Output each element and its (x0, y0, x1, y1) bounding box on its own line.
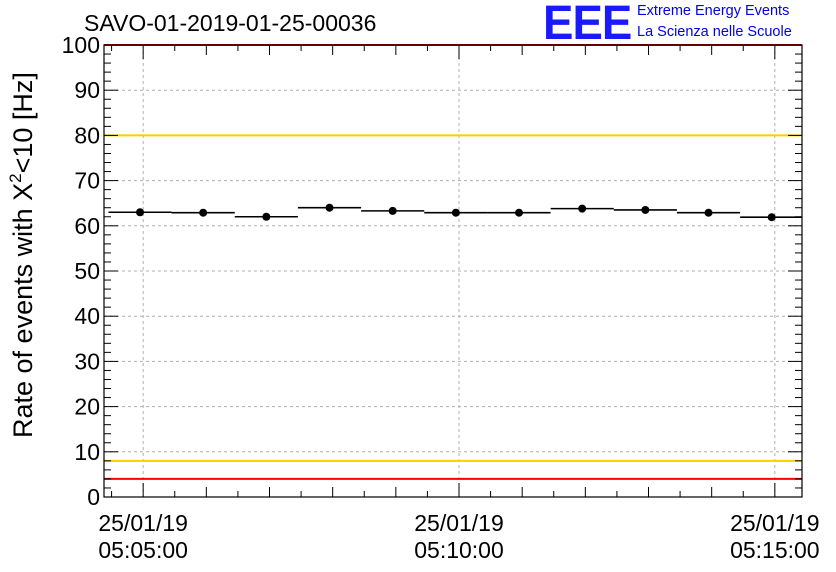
y-tick-label: 30 (74, 348, 100, 374)
y-tick-label: 10 (74, 439, 100, 465)
y-tick-label: 80 (74, 122, 100, 148)
x-tick-label-date: 25/01/19 (98, 510, 188, 536)
y-tick-label: 100 (62, 32, 100, 58)
grid-layer (104, 45, 802, 497)
data-point (515, 208, 524, 217)
data-point (767, 213, 776, 222)
run-title: SAVO-01-2019-01-25-00036 (84, 10, 377, 36)
org-name-line2: La Scienza nelle Scuole (637, 24, 792, 40)
x-tick-label-time: 05:05:00 (98, 537, 188, 563)
y-tick-label: 0 (87, 484, 100, 510)
org-name-line1: Extreme Energy Events (637, 3, 790, 19)
data-point (388, 206, 397, 215)
y-tick-label: 70 (74, 168, 100, 194)
data-point (136, 208, 145, 217)
data-point (641, 205, 650, 214)
y-axis-label: Rate of events with X2<10 [Hz] (6, 72, 38, 438)
tick-labels: 010203040506070809010025/01/1905:05:0025… (62, 32, 820, 563)
data-point (451, 208, 460, 217)
reference-lines (104, 44, 802, 480)
y-tick-label: 60 (74, 213, 100, 239)
y-tick-label: 40 (74, 303, 100, 329)
y-tick-label: 90 (74, 77, 100, 103)
y-tick-label: 20 (74, 394, 100, 420)
x-tick-label-time: 05:10:00 (414, 537, 504, 563)
data-point (325, 203, 334, 212)
x-tick-label-date: 25/01/19 (414, 510, 504, 536)
axis-ticks (104, 44, 802, 498)
data-series (108, 203, 802, 222)
data-point (704, 208, 713, 217)
data-point (199, 208, 208, 217)
eee-logo: EEE (543, 0, 632, 50)
y-tick-label: 50 (74, 258, 100, 284)
x-tick-label-time: 05:15:00 (730, 537, 820, 563)
data-point (262, 212, 271, 221)
data-point (578, 204, 587, 213)
x-tick-label-date: 25/01/19 (730, 510, 820, 536)
